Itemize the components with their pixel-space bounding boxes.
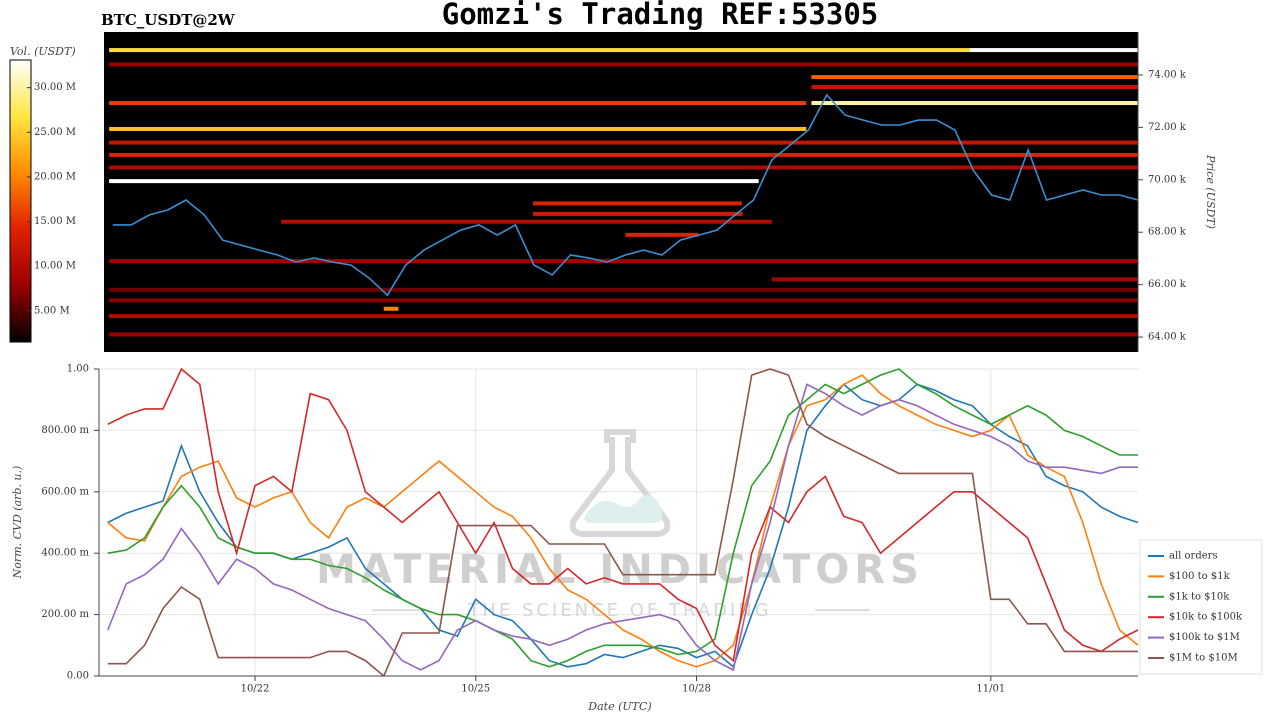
y-tick-label: 68.00 k bbox=[1148, 227, 1187, 238]
chart-title: Gomzi's Trading REF:53305 bbox=[442, 0, 879, 31]
liquidity-band bbox=[771, 277, 1138, 282]
liquidity-band bbox=[625, 232, 699, 237]
y-tick-label: 72.00 k bbox=[1148, 122, 1187, 133]
legend-box bbox=[1139, 539, 1263, 675]
heatmap-area bbox=[104, 32, 1138, 352]
colorbar-title: Vol. (USDT) bbox=[10, 45, 76, 58]
liquidity-band bbox=[811, 75, 1138, 80]
liquidity-band bbox=[109, 179, 759, 184]
y-tick-label: 200.00 m bbox=[41, 609, 89, 620]
colorbar-tick-label: 15.00 M bbox=[34, 216, 76, 227]
watermark-text: MATERIAL INDICATORS bbox=[316, 547, 924, 593]
series-line bbox=[107, 368, 1138, 678]
liquidity-band bbox=[109, 101, 807, 106]
price-line bbox=[112, 93, 1139, 297]
legend-label: $100k to $1M bbox=[1169, 632, 1240, 643]
y-tick-label: 400.00 m bbox=[41, 548, 89, 559]
series-line bbox=[107, 374, 1139, 668]
legend-label: $1M to $10M bbox=[1169, 653, 1238, 664]
liquidity-band bbox=[109, 287, 1138, 292]
y-tick-label: 1.00 bbox=[67, 364, 89, 375]
liquidity-band bbox=[533, 211, 743, 216]
y-tick-label: 800.00 m bbox=[41, 425, 89, 436]
x-axis-title: Date (UTC) bbox=[587, 700, 651, 713]
colorbar-tick-label: 30.00 M bbox=[34, 82, 76, 93]
series-line bbox=[107, 367, 1139, 663]
liquidity-band bbox=[109, 140, 1138, 145]
liquidity-band bbox=[109, 165, 1138, 170]
colorbar-tick-label: 25.00 M bbox=[34, 127, 76, 138]
liquidity-band bbox=[533, 201, 742, 206]
colorbar-tick-label: 5.00 M bbox=[34, 305, 70, 316]
y-axis-title: Norm. CVD (arb. u.) bbox=[11, 466, 24, 580]
x-tick-label: 11/01 bbox=[976, 684, 1005, 695]
liquidity-band bbox=[811, 85, 1138, 90]
series-line bbox=[107, 383, 1138, 672]
x-tick-label: 10/22 bbox=[241, 684, 270, 695]
liquidity-band bbox=[109, 62, 1138, 67]
x-tick-label: 10/25 bbox=[461, 684, 490, 695]
legend-label: $10k to $100k bbox=[1169, 612, 1243, 623]
watermark bbox=[372, 429, 870, 611]
liquidity-band bbox=[969, 48, 1138, 53]
y-tick-label: 64.00 k bbox=[1148, 332, 1187, 343]
colorbar-tick-label: 10.00 M bbox=[34, 261, 76, 272]
watermark-subtitle: THE SCIENCE OF TRADING bbox=[467, 600, 771, 621]
colorbar bbox=[9, 59, 32, 343]
chart-subtitle: BTC_USDT@2W bbox=[101, 11, 236, 29]
liquidity-band bbox=[811, 101, 1138, 106]
y-tick-label: 600.00 m bbox=[41, 486, 89, 497]
liquidity-band bbox=[281, 219, 772, 224]
liquidity-band bbox=[109, 298, 1138, 303]
y-tick-label: 74.00 k bbox=[1148, 69, 1187, 80]
liquidity-band bbox=[109, 48, 970, 53]
y-axis-title: Price (USDT) bbox=[1204, 154, 1217, 229]
liquidity-band bbox=[109, 126, 807, 131]
colorbar-tick-label: 20.00 M bbox=[34, 171, 76, 182]
y-tick-label: 0.00 bbox=[67, 671, 89, 682]
liquidity-band bbox=[109, 152, 1138, 157]
legend-label: all orders bbox=[1169, 551, 1218, 562]
liquidity-band bbox=[109, 259, 1138, 264]
liquidity-band bbox=[109, 314, 1138, 319]
x-tick-label: 10/28 bbox=[682, 684, 711, 695]
liquidity-band bbox=[383, 306, 399, 311]
y-tick-label: 66.00 k bbox=[1148, 279, 1187, 290]
legend-label: $1k to $10k bbox=[1169, 591, 1230, 602]
legend-label: $100 to $1k bbox=[1169, 571, 1231, 582]
y-tick-label: 70.00 k bbox=[1148, 174, 1187, 185]
liquidity-band bbox=[109, 332, 1138, 337]
series-line bbox=[107, 368, 1138, 668]
